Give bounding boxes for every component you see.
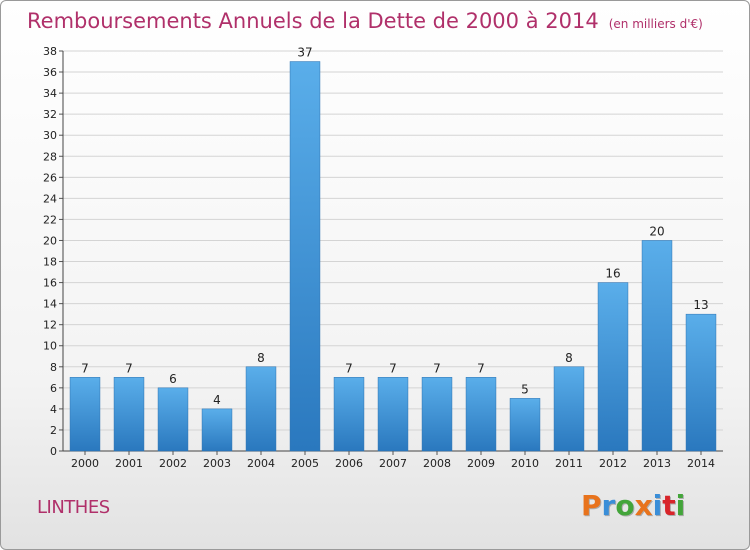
y-tick-label: 24 — [43, 192, 57, 205]
y-tick-label: 16 — [43, 277, 57, 290]
y-tick-label: 22 — [43, 213, 57, 226]
logo-letter: o — [615, 489, 635, 522]
x-tick-label-2011: 2011 — [555, 457, 583, 470]
y-tick-label: 18 — [43, 256, 57, 269]
x-tick-label-2013: 2013 — [643, 457, 671, 470]
bar-2002 — [157, 387, 189, 452]
bar-2005 — [289, 61, 321, 452]
y-tick-label: 20 — [43, 234, 57, 247]
bar-2009 — [465, 377, 497, 452]
y-tick-label: 28 — [43, 150, 57, 163]
x-tick-labels: 2000 2001 2002 2003 2004 2005 2006 2007 2008 2009… — [71, 451, 715, 470]
data-label-2009: 7 — [477, 361, 485, 375]
data-label-2001: 7 — [125, 361, 133, 375]
data-label-2010: 5 — [521, 382, 529, 396]
place-name: LINTHES — [37, 497, 110, 518]
bar-2004 — [245, 366, 277, 452]
x-tick-label-2008: 2008 — [423, 457, 451, 470]
y-tick-label: 8 — [50, 361, 57, 374]
y-tick-label: 38 — [43, 45, 57, 58]
x-tick-label-2004: 2004 — [247, 457, 275, 470]
chart-title-text: Remboursements Annuels de la Dette de 20… — [27, 9, 599, 33]
bar-2008 — [421, 377, 453, 452]
x-tick-label-2009: 2009 — [467, 457, 495, 470]
bar-2013 — [641, 240, 673, 452]
x-tick-label-2014: 2014 — [687, 457, 715, 470]
data-label-2000: 7 — [81, 361, 89, 375]
proxiti-logo: Proxiti — [581, 489, 685, 522]
y-tick-label: 34 — [43, 87, 57, 100]
data-label-2005: 37 — [297, 46, 312, 60]
y-tick-label: 6 — [50, 382, 57, 395]
logo-letter: P — [581, 489, 602, 522]
bar-2003 — [201, 408, 233, 452]
y-tick-label: 30 — [43, 129, 57, 142]
data-label-2004: 8 — [257, 351, 265, 365]
bars — [69, 61, 717, 452]
data-label-2006: 7 — [345, 361, 353, 375]
chart-subtitle: (en milliers d'€) — [608, 17, 703, 31]
y-tick-label: 12 — [43, 319, 57, 332]
x-tick-label-2010: 2010 — [511, 457, 539, 470]
y-tick-label: 14 — [43, 298, 57, 311]
x-tick-label-2007: 2007 — [379, 457, 407, 470]
bar-2000 — [69, 377, 101, 452]
bar-2006 — [333, 377, 365, 452]
x-tick-label-2003: 2003 — [203, 457, 231, 470]
data-label-2002: 6 — [169, 372, 177, 386]
bar-2014 — [685, 313, 717, 452]
logo-letter: x — [634, 489, 653, 522]
bar-2012 — [597, 282, 629, 452]
bar-2001 — [113, 377, 145, 452]
logo-letter: i — [675, 489, 686, 522]
data-label-2012: 16 — [605, 267, 620, 281]
x-tick-label-2005: 2005 — [291, 457, 319, 470]
data-label-2003: 4 — [213, 393, 221, 407]
data-label-2007: 7 — [389, 361, 397, 375]
logo-letter: i — [652, 489, 663, 522]
data-label-2013: 20 — [649, 224, 664, 238]
x-tick-label-2000: 2000 — [71, 457, 99, 470]
y-tick-label: 0 — [50, 445, 57, 458]
data-label-2011: 8 — [565, 351, 573, 365]
data-labels: 7 7 6 4 8 37 7 7 7 7 5 8 16 20 13 — [81, 46, 708, 407]
bar-2007 — [377, 377, 409, 452]
y-tick-label: 10 — [43, 340, 57, 353]
logo-letter: t — [662, 489, 676, 522]
x-tick-label-2001: 2001 — [115, 457, 143, 470]
x-tick-label-2012: 2012 — [599, 457, 627, 470]
y-tick-label: 36 — [43, 66, 57, 79]
chart-title: Remboursements Annuels de la Dette de 20… — [27, 9, 703, 33]
y-tick-label: 26 — [43, 171, 57, 184]
logo-letter: r — [601, 489, 616, 522]
bar-2011 — [553, 366, 585, 452]
y-tick-label: 2 — [50, 424, 57, 437]
data-label-2008: 7 — [433, 361, 441, 375]
x-tick-label-2002: 2002 — [159, 457, 187, 470]
bar-2010 — [509, 398, 541, 452]
data-label-2014: 13 — [693, 298, 708, 312]
y-tick-label: 32 — [43, 108, 57, 121]
y-tick-label: 4 — [50, 403, 57, 416]
x-tick-label-2006: 2006 — [335, 457, 363, 470]
